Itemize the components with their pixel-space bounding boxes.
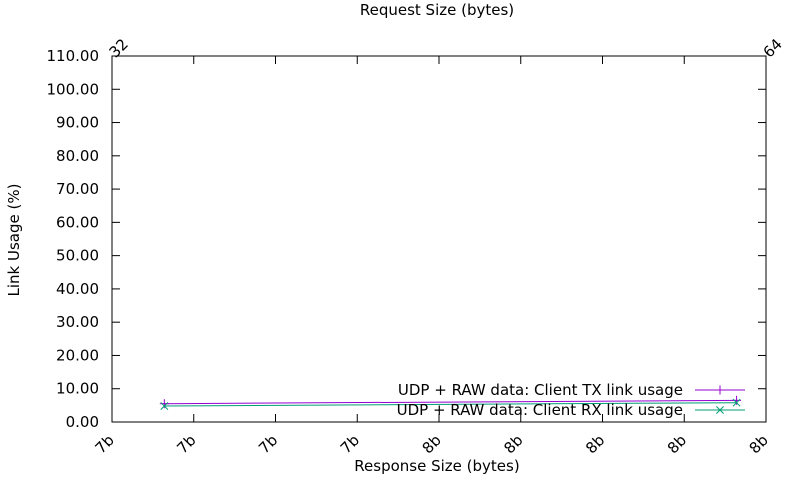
x-tick-label: 7b: [92, 431, 118, 457]
x-tick-label: 8b: [500, 431, 526, 457]
series-0-point-0: [159, 399, 169, 409]
series-line-1: [164, 402, 737, 407]
top-x-tick-label: 64: [760, 35, 786, 61]
series-line-0: [164, 399, 737, 405]
x-tick-label: 7b: [337, 431, 363, 457]
y-tick-label: 20.00: [56, 346, 99, 364]
y-tick-label: 90.00: [56, 114, 99, 132]
plot-frame: [111, 55, 767, 423]
y-axis-title: Link Usage (%): [5, 184, 23, 297]
series-1-point-1: [732, 398, 741, 407]
y-tick-label: 40.00: [56, 280, 99, 298]
x-axis-title: Response Size (bytes): [354, 457, 519, 475]
top-x-axis-title: Request Size (bytes): [360, 1, 514, 19]
y-tick-label: 100.00: [47, 80, 100, 98]
y-tick-label: 80.00: [56, 147, 99, 165]
x-tick-label: 8b: [664, 431, 690, 457]
legend-label-1: UDP + RAW data: Client RX link usage: [397, 401, 683, 419]
y-tick-label: 110.00: [47, 47, 100, 65]
x-tick-label: 8b: [746, 431, 772, 457]
x-tick-label: 7b: [173, 431, 199, 457]
series-0-point-1: [732, 395, 742, 405]
y-tick-label: 70.00: [56, 180, 99, 198]
legend-label-0: UDP + RAW data: Client TX link usage: [398, 381, 683, 399]
y-tick-label: 0.00: [66, 413, 99, 431]
y-axis: 0.00 10.00 20.00 30.00 40.00 50.00 60.00 70.00 8…: [47, 47, 766, 431]
series-1-point-0: [160, 402, 169, 410]
series-layer: [159, 395, 742, 410]
top-x-tick-label: 32: [106, 35, 132, 61]
x-tick-label: 8b: [419, 431, 445, 457]
legend-marker-1: [716, 406, 724, 414]
x-tick-label: 8b: [582, 431, 608, 457]
y-tick-label: 10.00: [56, 380, 99, 398]
legend: UDP + RAW data: Client TX link usage UDP …: [397, 381, 745, 419]
y-tick-label: 50.00: [56, 247, 99, 265]
y-tick-label: 30.00: [56, 313, 99, 331]
y-tick-label: 60.00: [56, 213, 99, 231]
x-tick-label: 7b: [255, 431, 281, 457]
legend-marker-0: [715, 385, 725, 395]
